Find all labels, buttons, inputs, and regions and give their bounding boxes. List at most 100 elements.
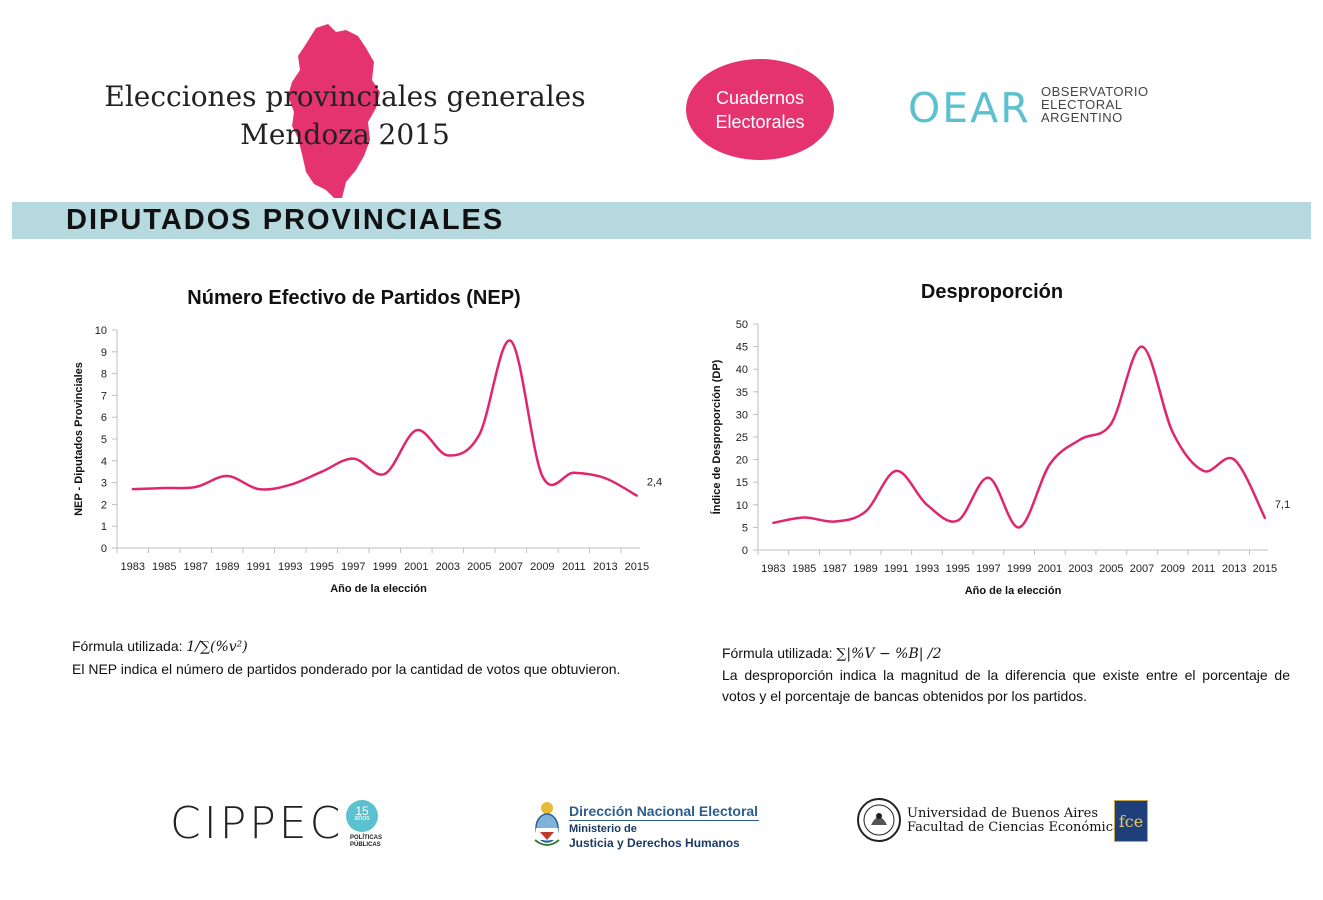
dp-data-point xyxy=(956,519,959,522)
cippec-sub2: PÚBLICAS xyxy=(350,842,381,848)
dp-x-tick-label: 1997 xyxy=(976,563,1000,575)
nep-y-tick-label: 2 xyxy=(101,499,107,511)
dp-data-point xyxy=(1079,438,1082,441)
nep-data-point xyxy=(352,457,355,460)
header-title-line2: Mendoza 2015 xyxy=(240,118,450,151)
nep-x-tick-label: 2011 xyxy=(562,561,586,573)
dp-x-tick-label: 1985 xyxy=(792,563,816,575)
nep-data-point xyxy=(383,472,387,476)
dp-description: La desproporción indica la magnitud de l… xyxy=(722,667,1290,704)
dp-x-tick-label: 2005 xyxy=(1099,563,1123,575)
dp-y-tick-label: 5 xyxy=(742,522,748,534)
nep-y-tick-label: 5 xyxy=(101,434,107,446)
uba-line2: Facultad de Ciencias Económicas xyxy=(907,820,1128,835)
nep-x-tick-label: 2015 xyxy=(625,561,649,573)
cuadernos-electorales-badge: Cuadernos Electorales xyxy=(686,59,834,160)
dp-y-tick-label: 15 xyxy=(736,477,748,489)
nep-x-tick-label: 1985 xyxy=(152,561,176,573)
nep-y-tick-label: 3 xyxy=(101,478,107,490)
nep-formula-label: Fórmula utilizada: xyxy=(72,638,183,654)
nep-data-point xyxy=(635,494,639,497)
nep-data-point xyxy=(194,485,197,489)
dp-x-tick-label: 2009 xyxy=(1161,563,1185,575)
pill-line1: Cuadernos xyxy=(715,87,805,108)
oear-line1: OBSERVATORIO xyxy=(1041,84,1149,99)
dp-series-line xyxy=(773,345,1267,529)
dp-chart: 0 5 10 15 20 25 30 35 40 45 50 1983 1985 1987 1989 1991… xyxy=(710,319,1290,597)
uba-seal-icon xyxy=(857,798,901,842)
nep-formula-line: Fórmula utilizada: 1/∑(%v²) xyxy=(72,638,248,655)
dne-subtitle2: Justicia y Derechos Humanos xyxy=(569,836,740,850)
nep-y-tick-label: 9 xyxy=(101,347,107,359)
nep-x-tick-label: 1999 xyxy=(373,561,397,573)
nep-x-tick-label: 2003 xyxy=(436,561,460,573)
dp-data-point xyxy=(802,516,806,519)
nep-data-point xyxy=(572,471,576,474)
dp-data-point xyxy=(987,476,990,479)
dp-x-axis-title: Año de la elección xyxy=(965,585,1062,597)
nep-y-axis-title: NEP - Diputados Provinciales xyxy=(73,362,85,516)
nep-y-tick-label: 7 xyxy=(101,390,107,402)
nep-x-tick-label: 2005 xyxy=(467,561,491,573)
nep-y-tick-label: 8 xyxy=(101,369,107,381)
dp-data-point xyxy=(1202,469,1205,473)
dp-data-point xyxy=(1263,516,1267,520)
nep-formula: 1/∑(%v²) xyxy=(186,639,248,655)
dp-x-tick-label: 1987 xyxy=(823,563,847,575)
mendoza-map-shape xyxy=(288,24,380,198)
dp-end-label: 7,1 xyxy=(1275,499,1290,511)
dp-x-tick-label: 1993 xyxy=(915,563,939,575)
cippec-subtitle: POLÍTICAS PÚBLICAS xyxy=(350,835,382,849)
nep-x-tick-label: 2009 xyxy=(530,561,554,573)
dp-x-tick-label: 2007 xyxy=(1130,563,1154,575)
nep-y-tick-label: 10 xyxy=(95,325,107,337)
nep-data-point xyxy=(509,339,513,343)
nep-data-point xyxy=(131,487,134,491)
uba-name: Universidad de Buenos Aires Facultad de … xyxy=(907,807,1127,835)
nep-x-tick-label: 1993 xyxy=(278,561,302,573)
dp-data-point xyxy=(1048,462,1052,466)
nep-chart-title: Número Efectivo de Partidos (NEP) xyxy=(187,287,521,309)
dp-x-tick-label: 1995 xyxy=(945,563,969,575)
dp-x-tick-label: 1989 xyxy=(853,563,877,575)
nep-x-tick-label: 2013 xyxy=(593,561,617,573)
nep-x-axis-title: Año de la elección xyxy=(330,583,427,595)
nep-data-point xyxy=(541,474,544,478)
dp-data-point xyxy=(1140,345,1144,348)
nep-x-tick-label: 2001 xyxy=(404,561,428,573)
dp-formula-label: Fórmula utilizada: xyxy=(722,645,833,661)
dp-y-tick-label: 45 xyxy=(736,342,748,354)
dp-y-tick-label: 40 xyxy=(736,364,748,376)
dne-title: Dirección Nacional Electoral xyxy=(569,803,759,819)
cippec-badge-sub: años xyxy=(354,815,370,822)
nep-y-tick-label: 6 xyxy=(101,412,107,424)
dp-y-axis-title: Índice de Desproporción (DP) xyxy=(710,359,723,514)
nep-end-label: 2,4 xyxy=(647,477,662,489)
nep-data-point xyxy=(226,474,229,478)
oear-line2: ELECTORAL xyxy=(1041,97,1123,112)
nep-x-tick-label: 1995 xyxy=(310,561,334,573)
nep-data-point xyxy=(604,477,607,480)
nep-data-point xyxy=(320,470,323,473)
dne-divider xyxy=(569,820,759,821)
dp-x-tick-label: 2011 xyxy=(1192,563,1216,575)
nep-y-tick-label: 4 xyxy=(101,456,107,468)
dp-y-tick-label: 50 xyxy=(736,319,748,331)
dp-data-point xyxy=(1110,422,1113,425)
nep-data-point xyxy=(415,429,418,432)
dp-x-tick-label: 1999 xyxy=(1007,563,1031,575)
oear-line3: ARGENTINO xyxy=(1041,110,1123,125)
dp-data-point xyxy=(1017,526,1021,529)
nep-x-tick-label: 1989 xyxy=(215,561,239,573)
dp-data-point xyxy=(833,520,837,523)
dp-data-point xyxy=(864,510,867,513)
dp-y-tick-label: 35 xyxy=(736,387,748,399)
pill-line2: Electorales xyxy=(715,111,805,132)
header-title-line1: Elecciones provinciales generales xyxy=(104,80,586,113)
cippec-badge-number: 15 xyxy=(355,804,369,818)
nep-x-tick-label: 1987 xyxy=(184,561,208,573)
cippec-logo: CIPPEC xyxy=(170,798,344,849)
nep-description: El NEP indica el número de partidos pond… xyxy=(72,661,621,677)
section-bar xyxy=(12,202,1311,239)
dp-x-tick-label: 2003 xyxy=(1068,563,1092,575)
